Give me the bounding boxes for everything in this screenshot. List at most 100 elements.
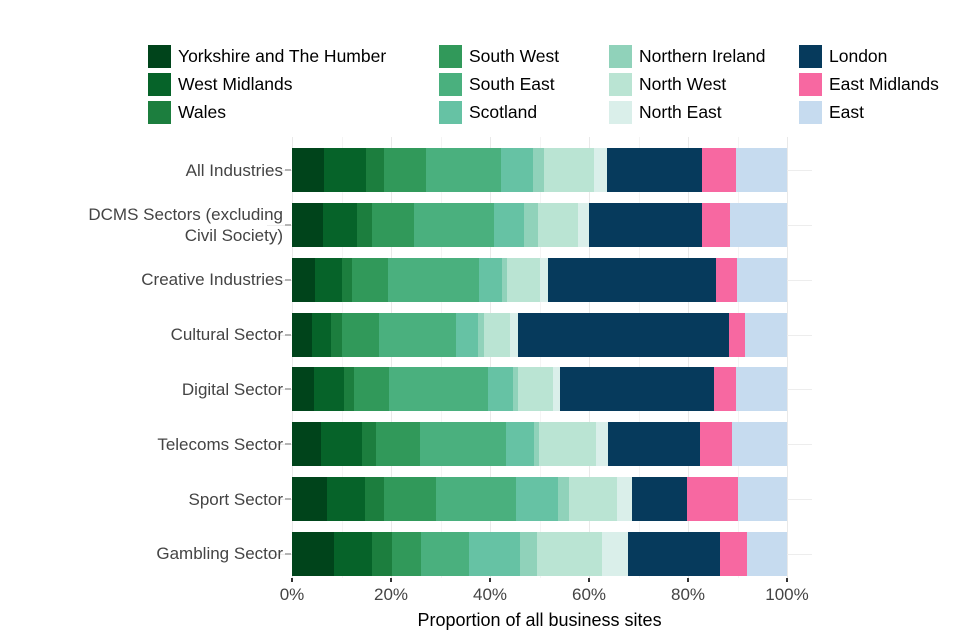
legend-swatch xyxy=(609,44,632,68)
category-label: Gambling Sector xyxy=(156,544,283,564)
bar-row xyxy=(292,367,787,412)
legend-label: East Midlands xyxy=(829,73,939,94)
bar-segment xyxy=(544,148,595,192)
legend-swatch xyxy=(148,44,171,68)
x-tick-label: 0% xyxy=(279,585,305,604)
legend-item: East Midlands xyxy=(799,72,939,96)
bar-segment xyxy=(330,312,343,357)
x-axis-title: Proportion of all business sites xyxy=(417,610,662,630)
x-tick-mark xyxy=(588,578,590,582)
bar-segment xyxy=(595,422,608,467)
bar-segment xyxy=(538,422,596,467)
x-tick-label: 60% xyxy=(571,585,607,604)
legend-item: North West xyxy=(609,72,799,96)
bar-segment xyxy=(292,531,335,576)
bar-segment xyxy=(506,422,535,467)
bar-segment xyxy=(540,257,548,302)
major-gridline xyxy=(292,137,293,578)
bar-segment xyxy=(455,312,478,357)
bar-segment xyxy=(353,367,390,412)
bar-segment xyxy=(292,257,315,302)
bar-segment xyxy=(735,367,787,412)
legend-item: Northern Ireland xyxy=(609,44,799,68)
legend-item: Wales xyxy=(148,100,439,124)
y-tick-mark xyxy=(285,333,291,336)
bar-segment xyxy=(607,422,701,467)
bar-segment xyxy=(292,422,322,467)
category-label: Creative Industries xyxy=(141,270,283,290)
bar-segment xyxy=(537,531,603,576)
bar-segment xyxy=(313,367,344,412)
bar-segment xyxy=(523,202,538,247)
category-label: Cultural Sector xyxy=(170,325,283,345)
y-tick-mark xyxy=(285,169,291,171)
bar-segment xyxy=(342,257,352,302)
bar-segment xyxy=(311,312,331,357)
legend-label: East xyxy=(829,101,865,122)
bar-segment xyxy=(507,257,541,302)
x-tick-mark xyxy=(291,578,293,582)
y-tick-mark xyxy=(285,443,291,446)
bar-segment xyxy=(383,148,426,192)
x-tick-mark xyxy=(786,578,788,582)
bar-segment xyxy=(362,422,377,467)
legend-label: Northern Ireland xyxy=(639,45,766,66)
legend-label: South West xyxy=(469,45,560,66)
x-tick-label: 100% xyxy=(765,585,809,604)
legend-swatch xyxy=(148,100,171,124)
legend-item: West Midlands xyxy=(148,72,439,96)
major-gridline xyxy=(688,137,689,578)
bar-segment xyxy=(518,367,554,412)
legend-label: Yorkshire and The Humber xyxy=(178,45,387,66)
bar-segment xyxy=(729,312,745,357)
bar-segment xyxy=(616,477,632,522)
y-tick-mark xyxy=(285,223,291,226)
legend-label: South East xyxy=(469,73,555,94)
bar-segment xyxy=(515,477,559,522)
bar-row xyxy=(292,148,787,192)
legend-swatch xyxy=(799,44,822,68)
major-gridline xyxy=(787,137,788,578)
bar-segment xyxy=(322,202,357,247)
bar-segment xyxy=(477,312,484,357)
bar-segment xyxy=(392,531,421,576)
bar-segment xyxy=(365,148,384,192)
bar-row xyxy=(292,531,787,576)
bar-segment xyxy=(627,531,721,576)
category-label: All Industries xyxy=(185,160,283,180)
bar-segment xyxy=(292,148,325,192)
x-tick-mark xyxy=(390,578,392,582)
bar-segment xyxy=(517,312,729,357)
bar-segment xyxy=(420,531,470,576)
bar-segment xyxy=(324,148,366,192)
bar-segment xyxy=(364,477,385,522)
bar-segment xyxy=(560,367,714,412)
bar-segment xyxy=(351,257,388,302)
bar-segment xyxy=(487,367,514,412)
y-tick-mark xyxy=(285,388,291,391)
legend-item: Yorkshire and The Humber xyxy=(148,44,439,68)
bar-row xyxy=(292,202,787,247)
bar-segment xyxy=(588,202,703,247)
bar-segment xyxy=(720,531,748,576)
legend-swatch xyxy=(609,72,632,96)
bar-segment xyxy=(425,148,501,192)
legend-label: Scotland xyxy=(469,101,538,122)
bar-segment xyxy=(479,257,502,302)
x-tick-mark xyxy=(489,578,491,582)
category-label: Digital Sector xyxy=(181,379,283,399)
category-label: Telecoms Sector xyxy=(157,434,283,454)
bar-segment xyxy=(729,202,787,247)
minor-gridline xyxy=(638,137,640,578)
major-gridline xyxy=(490,137,491,578)
legend-swatch xyxy=(799,72,822,96)
legend-item: South West xyxy=(439,44,609,68)
bar-segment xyxy=(343,367,354,412)
bar-segment xyxy=(594,148,607,192)
bar-segment xyxy=(435,477,516,522)
bar-segment xyxy=(321,422,363,467)
bar-segment xyxy=(484,312,510,357)
bar-segment xyxy=(715,257,738,302)
bar-segment xyxy=(387,257,480,302)
